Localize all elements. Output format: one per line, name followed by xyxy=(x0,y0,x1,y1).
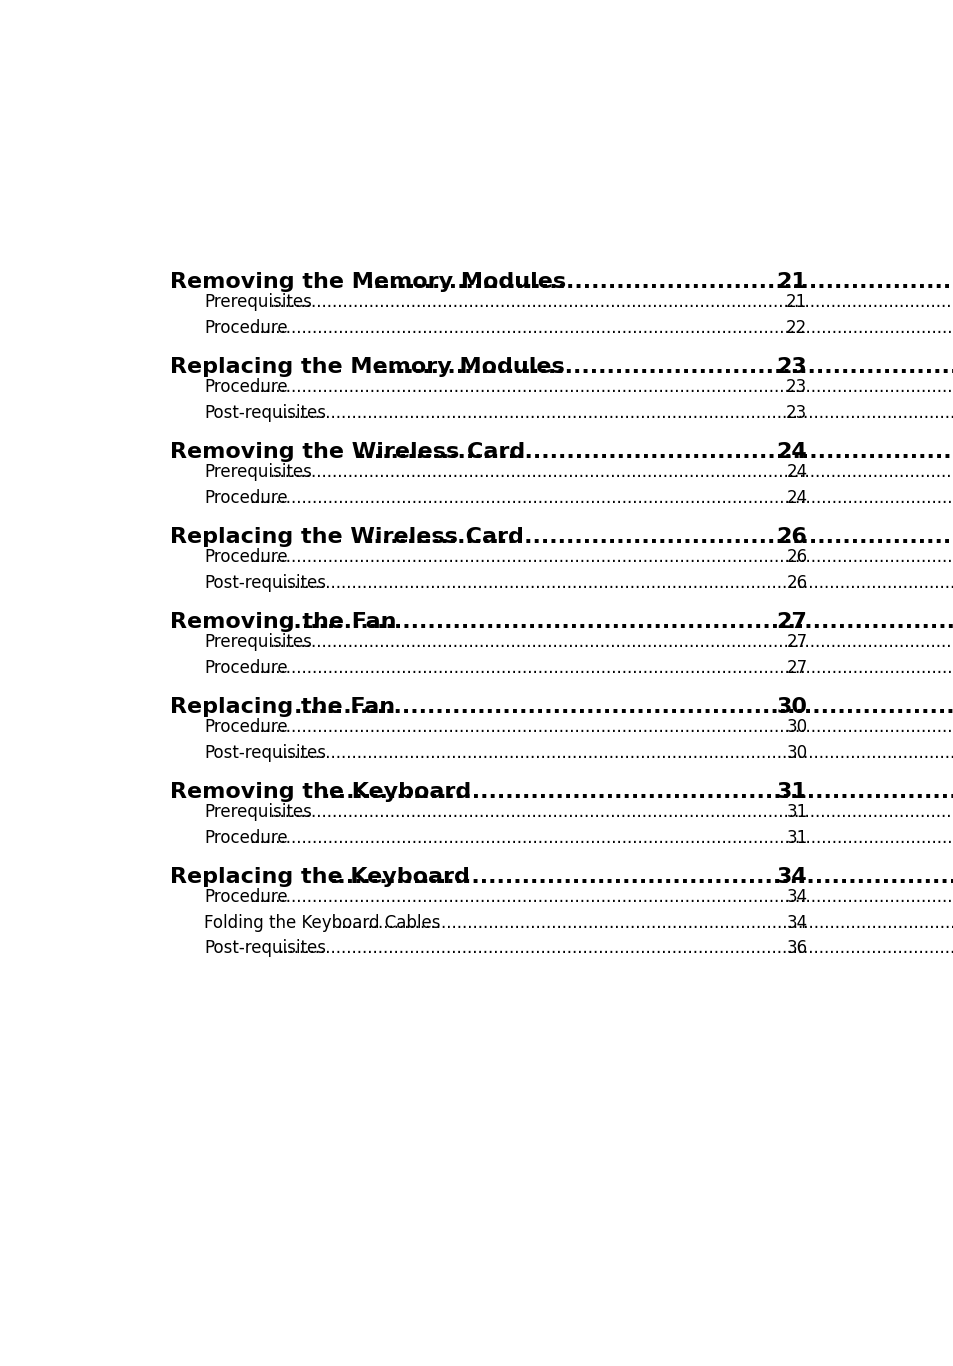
Text: 27: 27 xyxy=(776,612,806,631)
Text: Prerequisites: Prerequisites xyxy=(204,294,312,311)
Text: 36: 36 xyxy=(785,938,806,958)
Text: Replacing the Fan: Replacing the Fan xyxy=(170,697,395,717)
Text: 21: 21 xyxy=(776,272,806,292)
Text: ................................................................................: ........................................… xyxy=(357,441,953,462)
Text: 34: 34 xyxy=(776,867,806,887)
Text: Procedure: Procedure xyxy=(204,378,288,396)
Text: ................................................................................: ........................................… xyxy=(269,634,953,652)
Text: Procedure: Procedure xyxy=(204,888,288,906)
Text: Replacing the Memory Modules: Replacing the Memory Modules xyxy=(170,357,564,377)
Text: Post-requisites: Post-requisites xyxy=(204,938,326,958)
Text: ................................................................................: ........................................… xyxy=(250,318,953,336)
Text: ................................................................................: ........................................… xyxy=(278,938,953,958)
Text: Procedure: Procedure xyxy=(204,829,288,847)
Text: 27: 27 xyxy=(785,658,806,676)
Text: 30: 30 xyxy=(776,697,806,717)
Text: Procedure: Procedure xyxy=(204,719,288,736)
Text: 31: 31 xyxy=(785,803,806,821)
Text: Removing the Fan: Removing the Fan xyxy=(170,612,395,631)
Text: 31: 31 xyxy=(776,781,806,802)
Text: ................................................................................: ........................................… xyxy=(329,867,953,887)
Text: Prerequisites: Prerequisites xyxy=(204,634,312,652)
Text: ................................................................................: ........................................… xyxy=(286,612,953,631)
Text: 21: 21 xyxy=(785,294,806,311)
Text: 30: 30 xyxy=(785,743,806,762)
Text: Procedure: Procedure xyxy=(204,658,288,676)
Text: Folding the Keyboard Cables: Folding the Keyboard Cables xyxy=(204,914,440,932)
Text: ................................................................................: ........................................… xyxy=(250,548,953,566)
Text: ................................................................................: ........................................… xyxy=(250,378,953,396)
Text: ................................................................................: ........................................… xyxy=(250,888,953,906)
Text: Post-requisites: Post-requisites xyxy=(204,403,326,422)
Text: ................................................................................: ........................................… xyxy=(278,574,953,591)
Text: Replacing the Keyboard: Replacing the Keyboard xyxy=(170,867,469,887)
Text: 26: 26 xyxy=(785,548,806,566)
Text: Post-requisites: Post-requisites xyxy=(204,574,326,591)
Text: Prerequisites: Prerequisites xyxy=(204,803,312,821)
Text: 26: 26 xyxy=(776,527,806,546)
Text: Post-requisites: Post-requisites xyxy=(204,743,326,762)
Text: Procedure: Procedure xyxy=(204,548,288,566)
Text: ................................................................................: ........................................… xyxy=(250,829,953,847)
Text: ................................................................................: ........................................… xyxy=(269,803,953,821)
Text: ................................................................................: ........................................… xyxy=(294,697,953,717)
Text: Procedure: Procedure xyxy=(204,318,288,336)
Text: ................................................................................: ........................................… xyxy=(269,463,953,481)
Text: 34: 34 xyxy=(785,914,806,932)
Text: 26: 26 xyxy=(785,574,806,591)
Text: Prerequisites: Prerequisites xyxy=(204,463,312,481)
Text: 27: 27 xyxy=(785,634,806,652)
Text: ................................................................................: ........................................… xyxy=(373,357,953,377)
Text: ................................................................................: ........................................… xyxy=(365,272,953,292)
Text: 24: 24 xyxy=(785,463,806,481)
Text: ................................................................................: ........................................… xyxy=(250,719,953,736)
Text: Removing the Keyboard: Removing the Keyboard xyxy=(170,781,471,802)
Text: 30: 30 xyxy=(785,719,806,736)
Text: 31: 31 xyxy=(785,829,806,847)
Text: ................................................................................: ........................................… xyxy=(269,294,953,311)
Text: 23: 23 xyxy=(776,357,806,377)
Text: ................................................................................: ........................................… xyxy=(250,489,953,507)
Text: ................................................................................: ........................................… xyxy=(278,743,953,762)
Text: 23: 23 xyxy=(785,378,806,396)
Text: ................................................................................: ........................................… xyxy=(278,403,953,422)
Text: ................................................................................: ........................................… xyxy=(365,527,953,546)
Text: Procedure: Procedure xyxy=(204,489,288,507)
Text: 34: 34 xyxy=(785,888,806,906)
Text: Replacing the Wireless Card: Replacing the Wireless Card xyxy=(170,527,523,546)
Text: 24: 24 xyxy=(776,441,806,462)
Text: ................................................................................: ........................................… xyxy=(322,781,953,802)
Text: 24: 24 xyxy=(785,489,806,507)
Text: Removing the Memory Modules: Removing the Memory Modules xyxy=(170,272,565,292)
Text: ................................................................................: ........................................… xyxy=(250,658,953,676)
Text: ................................................................................: ........................................… xyxy=(336,914,953,932)
Text: 23: 23 xyxy=(785,403,806,422)
Text: 22: 22 xyxy=(785,318,806,336)
Text: Removing the Wireless Card: Removing the Wireless Card xyxy=(170,441,524,462)
